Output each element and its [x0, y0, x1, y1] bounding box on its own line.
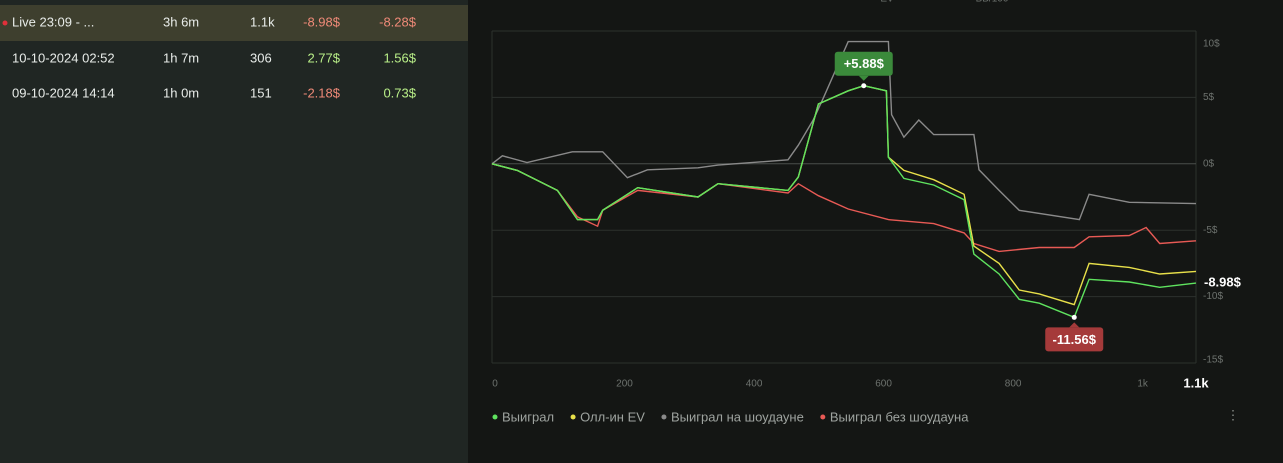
active-row-bg — [0, 5, 468, 41]
legend-dot[interactable] — [661, 414, 667, 420]
x-tick-label: 200 — [616, 379, 633, 390]
header-label: BB/100 — [976, 0, 1009, 5]
extreme-point — [861, 83, 867, 89]
y-tick-label: 5$ — [1203, 92, 1215, 103]
y-tick-label: -5$ — [1203, 225, 1218, 236]
header-label: EV — [880, 0, 894, 5]
table-cell[interactable]: 10-10-2024 02:52 — [12, 50, 115, 65]
table-cell[interactable]: Live 23:09 - ... — [12, 14, 94, 29]
x-tick-label: 800 — [1005, 379, 1022, 390]
x-tick-label: 400 — [746, 379, 763, 390]
series-line — [491, 84, 1197, 319]
table-cell[interactable]: 1h 0m — [163, 85, 199, 100]
annotation-label: +5.88$ — [844, 56, 885, 71]
annotation-label: -11.56$ — [1053, 332, 1097, 347]
table-cell[interactable]: 3h 6m — [163, 14, 199, 29]
legend-entry[interactable]: Выиграл на шоудауне — [671, 409, 804, 424]
annotation-pointer — [858, 75, 869, 81]
series-line — [491, 40, 1197, 221]
table-cell[interactable]: 0.73$ — [383, 85, 416, 100]
table-cell[interactable]: 151 — [250, 85, 272, 100]
menu-button[interactable]: ⋮ — [1227, 407, 1240, 422]
series-line — [491, 163, 1197, 253]
table-cell[interactable]: 2.77$ — [307, 50, 340, 65]
annotation-pointer — [1069, 322, 1080, 328]
annotation-box — [834, 51, 893, 76]
table-cell[interactable]: 09-10-2024 14:14 — [12, 85, 115, 100]
legend-entry[interactable]: Олл-ин EV — [580, 409, 645, 424]
table-cell[interactable]: 1.56$ — [383, 50, 416, 65]
y-tick-label: 10$ — [1203, 39, 1220, 50]
table-cell[interactable]: 1h 7m — [163, 50, 199, 65]
legend-dot[interactable] — [820, 414, 826, 420]
y-tick-label: -10$ — [1203, 291, 1223, 302]
extreme-point — [1071, 314, 1077, 320]
live-indicator — [2, 20, 8, 26]
x-tick-label: 0 — [492, 379, 498, 390]
x-tick-label: 600 — [875, 379, 892, 390]
table-cell[interactable]: -8.28$ — [379, 14, 417, 29]
table-cell[interactable]: 1.1k — [250, 14, 275, 29]
x-tick-label: 1k — [1137, 379, 1149, 390]
legend-dot[interactable] — [570, 414, 576, 420]
legend-entry[interactable]: Выиграл — [502, 409, 554, 424]
table-cell[interactable]: -8.98$ — [303, 14, 341, 29]
y-tick-label: 0$ — [1203, 158, 1215, 169]
table-cell[interactable]: -2.18$ — [303, 85, 341, 100]
y-tick-label: -15$ — [1203, 355, 1223, 366]
sessions-panel — [0, 0, 468, 463]
legend-dot[interactable] — [492, 414, 498, 420]
end-value-label: -8.98$ — [1204, 274, 1242, 289]
table-cell[interactable]: 306 — [250, 50, 272, 65]
annotation-box — [1045, 327, 1104, 352]
x-end-label: 1.1k — [1183, 375, 1209, 390]
legend-entry[interactable]: Выиграл без шоудауна — [830, 409, 969, 424]
